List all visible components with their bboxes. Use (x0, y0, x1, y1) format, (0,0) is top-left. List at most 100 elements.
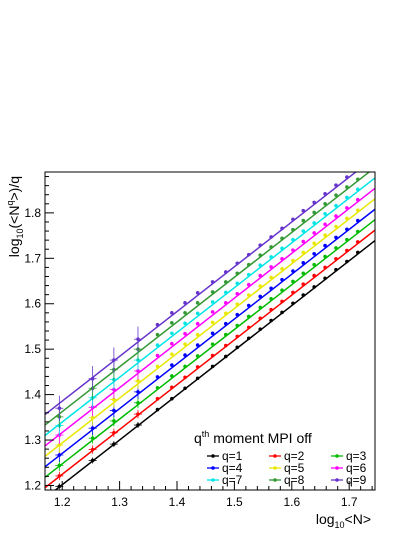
data-point (269, 255, 273, 259)
data-point (183, 386, 187, 391)
y-tick-label: 1.2 (24, 478, 41, 492)
data-point (155, 407, 160, 412)
data-point (246, 303, 251, 308)
data-point (356, 167, 360, 171)
data-point (323, 243, 327, 248)
data-point (223, 301, 228, 305)
data-point (136, 379, 140, 383)
data-point (155, 375, 160, 379)
data-point (323, 265, 327, 270)
legend-title: qth moment MPI off (194, 429, 312, 446)
y-tick-label: 1.5 (24, 342, 41, 356)
data-point (246, 325, 251, 330)
data-point (210, 310, 215, 314)
fit-line-q=7 (45, 177, 375, 437)
x-tick-label: 1.7 (341, 495, 358, 509)
data-point (170, 311, 174, 315)
data-point (291, 269, 295, 273)
data-point (90, 458, 95, 463)
data-point (280, 277, 284, 282)
data-point (112, 419, 116, 423)
data-point (112, 408, 116, 413)
data-point (258, 294, 263, 299)
data-point (355, 177, 360, 182)
data-point (195, 311, 200, 316)
data-point (90, 447, 95, 452)
data-point (170, 363, 174, 367)
legend-marker (335, 454, 339, 458)
data-point (355, 197, 360, 202)
legend-marker (273, 478, 277, 482)
data-point (291, 301, 295, 306)
data-point (355, 250, 360, 255)
data-point (195, 332, 200, 337)
data-point (57, 406, 62, 411)
data-point (57, 484, 62, 489)
data-point (312, 221, 316, 225)
legend-marker (273, 466, 277, 470)
data-point (280, 226, 284, 231)
data-point (90, 415, 95, 420)
data-point (90, 436, 95, 441)
data-point (246, 314, 251, 319)
data-point (112, 442, 116, 446)
data-point (323, 254, 327, 259)
data-point (155, 385, 160, 390)
data-point (136, 400, 140, 405)
data-point (280, 288, 284, 292)
data-point (223, 354, 228, 359)
data-point (155, 353, 160, 358)
data-point (301, 261, 306, 265)
fit-line-q=5 (45, 198, 375, 457)
x-tick-label: 1.3 (111, 495, 128, 509)
data-point (323, 233, 327, 237)
data-point (235, 271, 240, 276)
data-point (223, 332, 228, 337)
y-axis-label-sub: 10 (15, 228, 25, 238)
data-point (195, 376, 200, 381)
data-point (269, 235, 273, 239)
data-point (223, 290, 228, 295)
data-point (280, 266, 284, 271)
data-point (258, 273, 263, 278)
data-point (301, 218, 306, 223)
fit-lines (45, 172, 375, 490)
data-point (195, 321, 200, 326)
data-point (258, 263, 263, 267)
data-point (258, 327, 263, 331)
data-point (312, 210, 316, 215)
data-point (258, 243, 263, 247)
legend-title-pre: q (194, 430, 202, 446)
data-point (112, 358, 116, 362)
data-point (136, 423, 140, 427)
data-point (323, 202, 327, 206)
data-point (334, 267, 338, 272)
data-point (183, 364, 187, 369)
fit-line-q=9 (45, 172, 358, 416)
legend-marker (211, 478, 215, 482)
data-point (269, 307, 273, 312)
fit-line-q=6 (45, 187, 375, 447)
data-points (55, 167, 360, 490)
data-point (112, 397, 116, 402)
data-point (155, 332, 160, 337)
legend-label: q=3 (346, 449, 367, 463)
data-point (312, 200, 316, 205)
data-point (334, 246, 338, 250)
y-tick-label: 1.7 (24, 251, 41, 265)
fit-line-q=1 (54, 240, 375, 490)
legend-label: q=7 (222, 473, 243, 487)
data-point (246, 282, 251, 287)
data-point (355, 240, 360, 244)
data-point (291, 227, 295, 232)
y-axis-label-sup: q (5, 201, 15, 206)
y-axis-label-mid: (<N (6, 206, 22, 229)
data-point (301, 282, 306, 287)
data-point (235, 291, 240, 296)
data-point (334, 224, 338, 229)
data-point (195, 291, 200, 295)
data-point (170, 374, 174, 378)
data-point (269, 286, 273, 291)
data-point (291, 248, 295, 252)
y-tick-label: 1.6 (24, 297, 41, 311)
